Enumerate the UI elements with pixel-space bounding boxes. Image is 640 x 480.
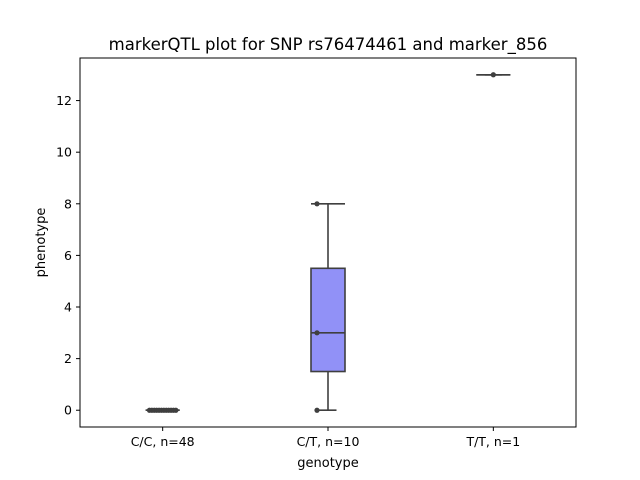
- x-tick-label: C/C, n=48: [131, 434, 195, 449]
- data-point: [314, 330, 320, 336]
- box-group: [145, 407, 180, 413]
- y-axis-label: phenotype: [34, 208, 49, 278]
- x-tick-label: C/T, n=10: [297, 434, 360, 449]
- chart-title: markerQTL plot for SNP rs76474461 and ma…: [109, 35, 548, 55]
- data-point: [314, 201, 320, 207]
- y-tick-label: 10: [56, 145, 72, 160]
- data-point: [173, 407, 179, 413]
- y-tick-label: 0: [64, 403, 72, 418]
- y-axis: 0 2 4 6 8 10 12: [56, 93, 80, 418]
- x-tick-label: T/T, n=1: [465, 434, 520, 449]
- y-tick-label: 4: [64, 300, 72, 315]
- y-tick-label: 2: [64, 351, 72, 366]
- x-axis: C/C, n=48 C/T, n=10 T/T, n=1: [131, 427, 520, 449]
- box-iqr: [310, 267, 346, 373]
- x-axis-label: genotype: [297, 456, 358, 471]
- y-tick-label: 12: [56, 93, 72, 108]
- data-point: [490, 72, 496, 78]
- y-tick-label: 6: [64, 248, 72, 263]
- data-point: [314, 407, 320, 413]
- box-group: [310, 201, 346, 413]
- box-group: [476, 72, 511, 78]
- plot-area: [145, 72, 511, 413]
- y-tick-label: 8: [64, 196, 72, 211]
